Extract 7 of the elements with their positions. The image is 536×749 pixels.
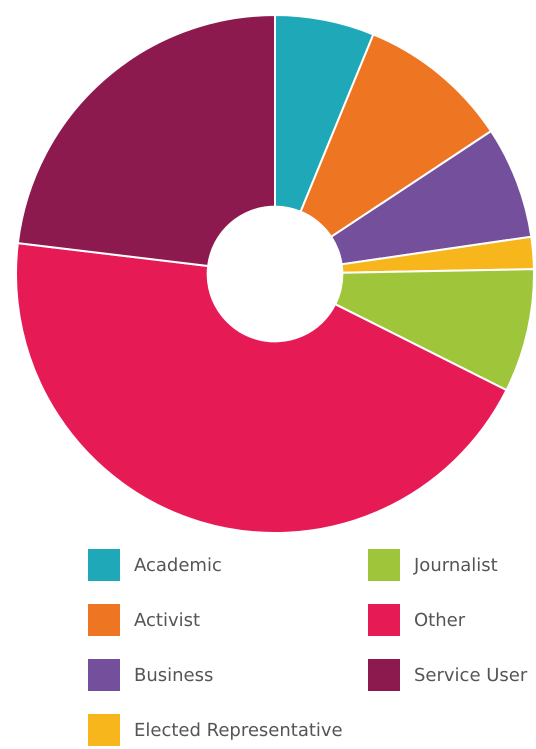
legend-label: Other (414, 610, 466, 630)
legend-label: Journalist (414, 554, 498, 576)
legend-label: Business (134, 664, 214, 686)
legend-label: Activist (134, 610, 200, 630)
legend-label: Service User (414, 664, 528, 686)
legend-label: Academic (134, 554, 222, 576)
legend-label: Elected Representative (134, 720, 343, 740)
